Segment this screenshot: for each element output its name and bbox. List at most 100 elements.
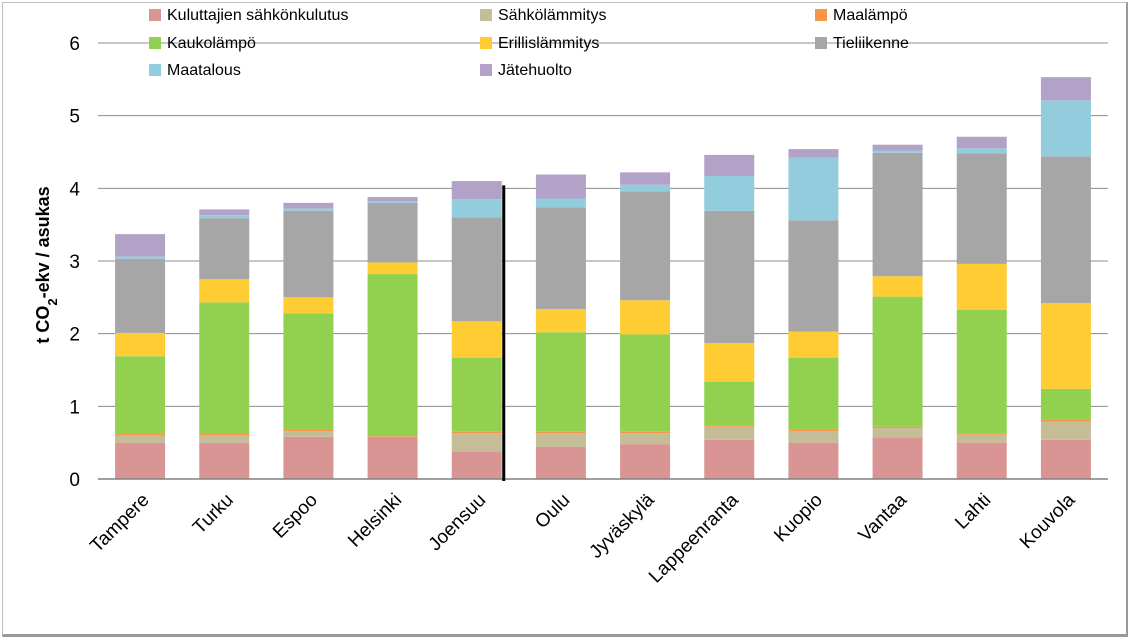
- bar-stack: [367, 197, 418, 479]
- legend-swatch: [149, 37, 161, 49]
- legend-item: Sähkölämmitys: [480, 7, 606, 24]
- bar-segment: [115, 433, 166, 436]
- bar-segment: [283, 313, 334, 430]
- bar-segment: [872, 428, 923, 438]
- x-tick-label: Oulu: [531, 490, 574, 533]
- legend-swatch: [480, 64, 492, 76]
- bar-segment: [1040, 100, 1091, 157]
- bar-segment: [199, 433, 250, 436]
- bar-stack: [535, 174, 586, 479]
- bar-segment: [872, 144, 923, 151]
- bar-segment: [788, 357, 839, 430]
- bar-segment: [535, 433, 586, 448]
- bar-segment: [788, 149, 839, 158]
- bar-segment: [367, 436, 418, 479]
- bar-segment: [704, 439, 755, 479]
- bar-segment: [620, 184, 671, 192]
- legend-label: Sähkölämmitys: [498, 7, 606, 24]
- x-tick-label: Joensuu: [425, 490, 491, 556]
- bar-segment: [367, 436, 418, 437]
- legend-item: Kaukolämpö: [149, 35, 256, 52]
- legend-item: Erillislämmitys: [480, 35, 599, 52]
- legend-item: Jätehuolto: [480, 62, 572, 79]
- legend-label: Kuluttajien sähkönkulutus: [167, 7, 348, 24]
- bar-segment: [704, 210, 755, 344]
- bar-stack: [115, 234, 166, 479]
- bar-segment: [1040, 156, 1091, 304]
- bar-segment: [451, 199, 502, 218]
- bar-segment: [788, 431, 839, 443]
- bar-segment: [788, 331, 839, 358]
- bar-stack: [704, 154, 755, 479]
- legend-item: Tieliikenne: [815, 35, 909, 52]
- y-tick-label: 0: [69, 470, 80, 491]
- bar-segment: [620, 431, 671, 434]
- bar-segment: [367, 262, 418, 275]
- bar-segment: [872, 276, 923, 297]
- bar-segment: [535, 207, 586, 309]
- legend-label: Erillislämmitys: [498, 35, 599, 52]
- bar-stack: [1040, 77, 1091, 479]
- bar-segment: [283, 429, 334, 432]
- bar-segment: [620, 334, 671, 432]
- bar-stack: [788, 149, 839, 479]
- bar-segment: [872, 296, 923, 427]
- bar-segment: [451, 217, 502, 322]
- bar-segment: [283, 210, 334, 298]
- bar-segment: [451, 431, 502, 434]
- legend-label: Jätehuolto: [498, 62, 572, 79]
- bar-segment: [283, 431, 334, 437]
- bar-segment: [199, 209, 250, 216]
- bar-segment: [283, 202, 334, 209]
- bar-segment: [788, 429, 839, 432]
- y-tick-label: 6: [69, 34, 80, 55]
- x-tick-label: Tampere: [86, 490, 153, 557]
- stacked-bar-chart: 0 1 2 3 4 5 6 Tampere Turku Espoo Helsinki Joensuu O…: [33, 7, 1108, 587]
- bar-segment: [199, 302, 250, 434]
- legend-swatch: [149, 64, 161, 76]
- bar-segment: [1040, 421, 1091, 440]
- bar-segment: [1040, 388, 1091, 420]
- x-tick-label: Espoo: [269, 490, 322, 543]
- x-tick-label: Jyväskylä: [586, 489, 659, 562]
- bar-segment: [451, 181, 502, 200]
- bar-segment: [451, 451, 502, 479]
- x-tick-label: Lahti: [951, 490, 995, 534]
- bar-segment: [956, 433, 1007, 435]
- x-tick-label: Helsinki: [344, 490, 406, 552]
- legend-label: Maatalous: [167, 62, 241, 79]
- bar-segment: [788, 220, 839, 332]
- bar-segment: [956, 309, 1007, 434]
- bar-segment: [115, 258, 166, 333]
- legend-swatch: [149, 9, 161, 21]
- bar-segment: [115, 435, 166, 443]
- y-tick-label: 2: [69, 325, 80, 346]
- legend-label: Kaukolämpö: [167, 35, 256, 52]
- bar-segment: [872, 437, 923, 479]
- bar-segment: [1040, 303, 1091, 389]
- bar-segment: [451, 357, 502, 432]
- bar-segment: [704, 426, 755, 440]
- bar-segment: [199, 442, 250, 479]
- bar-segment: [199, 435, 250, 443]
- legend: Kuluttajien sähkönkulutus Sähkölämmitys Ma…: [149, 7, 909, 79]
- bar-stack: [451, 181, 502, 479]
- legend-item: Maatalous: [149, 62, 241, 79]
- bar-segment: [704, 425, 755, 427]
- bar-segment: [620, 300, 671, 335]
- bar-stack: [283, 202, 334, 479]
- y-tick-label: 3: [69, 252, 80, 273]
- bar-segment: [956, 434, 1007, 443]
- bar-segment: [115, 234, 166, 257]
- y-tick-label: 4: [69, 179, 80, 200]
- bar-segment: [1040, 77, 1091, 101]
- bar-stack: [620, 172, 671, 479]
- bar-segment: [535, 332, 586, 432]
- bar-segment: [283, 208, 334, 211]
- bar-segment: [367, 197, 418, 202]
- bar-segment: [283, 436, 334, 479]
- bar-segment: [872, 426, 923, 429]
- bar-stack: [872, 144, 923, 479]
- bar-segment: [115, 356, 166, 434]
